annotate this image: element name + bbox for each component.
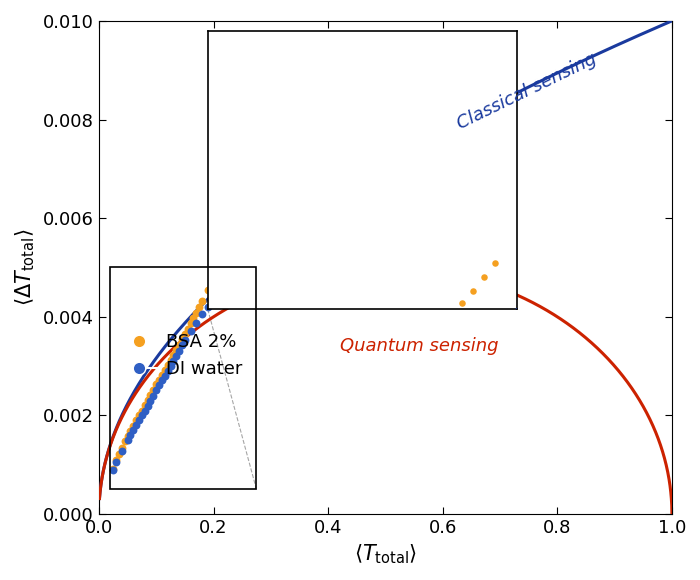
DI water [134, 416, 145, 425]
BSA 2% [197, 296, 208, 306]
BSA 2% [150, 380, 162, 389]
DI water [159, 371, 170, 380]
BSA 2% [194, 302, 205, 311]
BSA 2% [131, 416, 142, 425]
BSA 2% [156, 371, 167, 380]
BSA 2% [225, 243, 237, 252]
DI water [190, 318, 202, 327]
Bar [111, 267, 256, 490]
BSA 2% [145, 390, 156, 400]
DI water [202, 302, 214, 311]
BSA 2% [185, 318, 196, 327]
DI water [148, 391, 159, 400]
DI water [165, 361, 176, 371]
DI water [179, 336, 190, 345]
BSA 2% [237, 222, 248, 231]
DI water [208, 295, 219, 304]
DI water [108, 465, 119, 474]
DI water [125, 430, 136, 440]
DI water [228, 270, 239, 280]
BSA 2% [176, 334, 188, 343]
BSA 2% [108, 464, 119, 473]
X-axis label: $\langle T_{\mathrm{total}}\rangle$: $\langle T_{\mathrm{total}}\rangle$ [354, 542, 417, 566]
DI water [145, 396, 156, 405]
Legend: BSA 2%, DI water: BSA 2%, DI water [113, 326, 250, 385]
BSA 2% [242, 211, 253, 220]
BSA 2% [168, 351, 179, 360]
BSA 2% [139, 400, 150, 409]
BSA 2% [134, 411, 145, 420]
DI water [214, 288, 225, 297]
DI water [156, 375, 167, 385]
DI water [127, 426, 139, 435]
BSA 2% [136, 406, 148, 415]
BSA 2% [188, 313, 199, 322]
DI water [162, 367, 174, 376]
DI water [176, 341, 188, 350]
DI water [139, 406, 150, 415]
DI water [197, 310, 208, 319]
BSA 2% [208, 274, 219, 283]
BSA 2% [153, 375, 164, 385]
BSA 2% [119, 437, 130, 446]
BSA 2% [125, 427, 136, 436]
Text: Classical sensing: Classical sensing [454, 50, 600, 133]
DI water [150, 385, 162, 394]
BSA 2% [174, 341, 185, 350]
BSA 2% [179, 329, 190, 339]
BSA 2% [190, 308, 202, 317]
BSA 2% [162, 361, 174, 370]
DI water [122, 436, 133, 445]
BSA 2% [113, 450, 125, 459]
BSA 2% [127, 422, 139, 431]
BSA 2% [148, 385, 159, 394]
DI water [136, 411, 148, 420]
BSA 2% [165, 356, 176, 365]
BSA 2% [171, 346, 182, 355]
BSA 2% [219, 253, 230, 262]
BSA 2% [202, 285, 214, 294]
DI water [171, 351, 182, 361]
DI water [116, 447, 127, 456]
BSA 2% [231, 233, 242, 242]
BSA 2% [111, 455, 122, 465]
BSA 2% [122, 432, 133, 441]
DI water [168, 357, 179, 366]
DI water [111, 458, 122, 467]
BSA 2% [159, 365, 170, 375]
BSA 2% [182, 324, 193, 334]
BSA 2% [116, 443, 127, 452]
DI water [219, 280, 230, 289]
DI water [185, 326, 196, 335]
DI water [131, 420, 142, 430]
BSA 2% [142, 395, 153, 404]
BSA 2% [214, 263, 225, 272]
DI water [142, 401, 153, 410]
DI water [153, 380, 164, 390]
DI water [174, 347, 185, 356]
Y-axis label: $\langle \Delta T_{\mathrm{total}}\rangle$: $\langle \Delta T_{\mathrm{total}}\rangl… [14, 229, 38, 306]
Text: Quantum sensing: Quantum sensing [340, 338, 498, 356]
